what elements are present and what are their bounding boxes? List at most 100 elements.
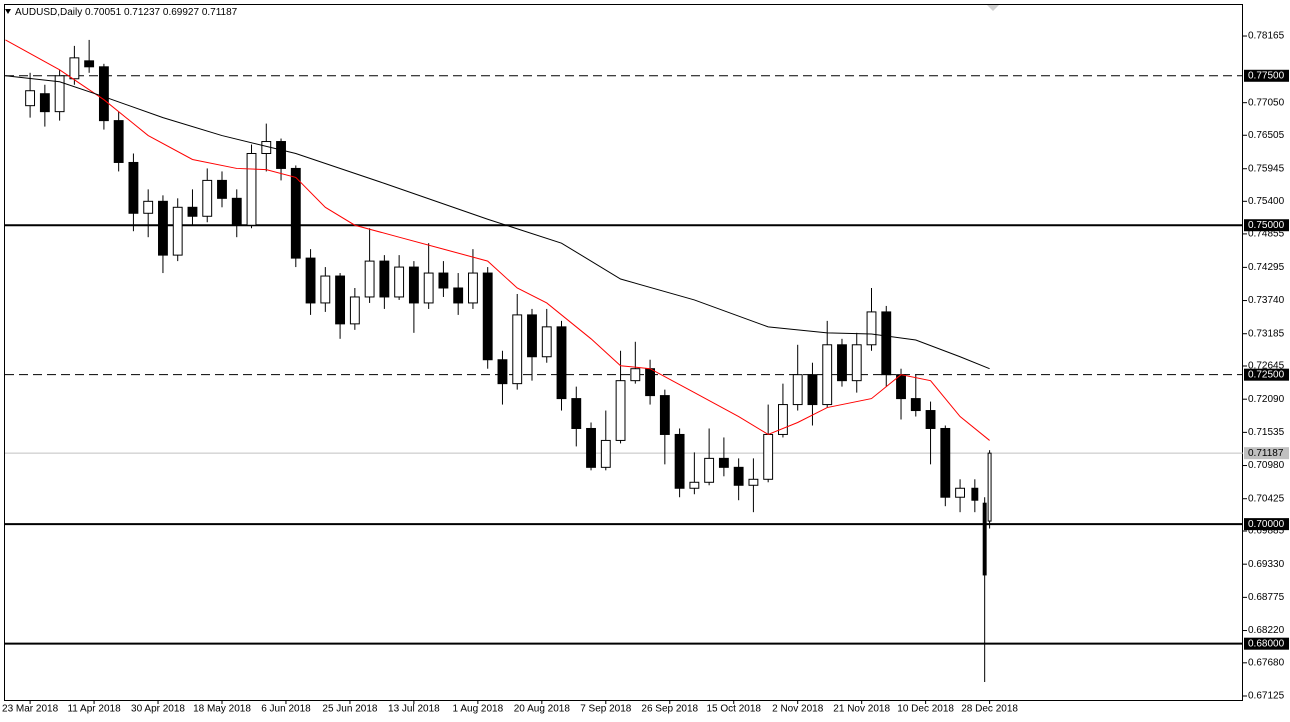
candle-body: [98, 66, 109, 122]
high-price: 0.71237: [124, 7, 161, 18]
candle-body: [866, 311, 877, 346]
candle-body: [896, 374, 906, 400]
candle-body: [792, 374, 803, 406]
candle-body: [335, 275, 346, 325]
scroll-marker: [987, 5, 999, 11]
candle-body: [158, 200, 168, 256]
candle-body: [25, 90, 36, 107]
candle-body: [881, 311, 892, 376]
x-tick-label: 28 Dec 2018: [961, 704, 1018, 715]
close-price: 0.71187: [202, 7, 238, 18]
candle-body: [320, 275, 331, 304]
y-tick-label: 0.67680: [1248, 657, 1285, 668]
x-tick-label: 30 Apr 2018: [131, 704, 185, 715]
candle-body: [659, 395, 670, 435]
moving-average: [5, 75, 990, 370]
x-tick-label: 23 Mar 2018: [2, 704, 59, 715]
y-tick-label: 0.72645: [1248, 361, 1285, 372]
level-box: [1244, 518, 1289, 531]
candle-body: [246, 152, 257, 226]
level-box: [1244, 219, 1289, 232]
candle-body: [600, 439, 611, 468]
candle-body: [689, 481, 700, 489]
y-tick-label: 0.74855: [1248, 229, 1285, 240]
candle-body: [955, 487, 965, 498]
x-tick-label: 13 Jul 2018: [388, 704, 440, 715]
x-tick-label: 10 Dec 2018: [897, 704, 954, 715]
x-tick-label: 21 Nov 2018: [833, 704, 890, 715]
candle-body: [276, 141, 286, 169]
open-price: 0.70051: [85, 7, 122, 18]
candle-body: [394, 266, 405, 298]
x-tick-label: 25 Jun 2018: [322, 704, 377, 715]
low-price: 0.69927: [163, 7, 200, 18]
y-tick-label: 0.67125: [1248, 691, 1285, 702]
candle-body: [615, 380, 626, 441]
candle-body: [468, 272, 478, 304]
level-label: 0.75000: [1248, 220, 1285, 231]
x-tick-label: 6 Jun 2018: [261, 704, 311, 715]
y-tick-label: 0.71535: [1248, 427, 1285, 438]
candle-body: [453, 287, 464, 304]
y-tick-label: 0.77050: [1248, 97, 1285, 108]
candle-body: [290, 167, 301, 259]
candle-body: [718, 457, 729, 468]
level-box: [1244, 69, 1289, 82]
y-tick-label: 0.70425: [1248, 493, 1285, 504]
candle-body: [187, 206, 198, 217]
candle-body: [379, 260, 390, 298]
candle-body: [571, 398, 582, 429]
level-label: 0.72500: [1248, 369, 1285, 380]
candle-body: [971, 487, 979, 501]
level-label: 0.68000: [1248, 638, 1285, 649]
x-tick-label: 7 Sep 2018: [580, 704, 632, 715]
y-tick-label: 0.73740: [1248, 295, 1285, 306]
candle-body: [733, 466, 744, 486]
candle-body: [822, 344, 833, 406]
candle-body: [925, 410, 936, 429]
candle-body: [217, 179, 227, 199]
candle-body: [438, 272, 449, 289]
candle-body: [423, 272, 434, 304]
candle-body: [39, 93, 50, 113]
candle-body: [482, 272, 493, 361]
candle-body: [512, 314, 523, 385]
level-label: 0.77500: [1248, 70, 1285, 81]
y-tick-label: 0.68220: [1248, 625, 1285, 636]
x-tick-label: 26 Sep 2018: [641, 704, 698, 715]
y-tick-label: 0.72090: [1248, 394, 1285, 405]
candle-body: [497, 359, 508, 385]
moving-average: [5, 39, 990, 441]
y-tick-label: 0.76505: [1248, 130, 1285, 141]
level-box: [1244, 368, 1289, 381]
candle-body: [54, 75, 65, 113]
x-tick-label: 2 Nov 2018: [772, 704, 824, 715]
candle-body: [982, 502, 987, 576]
y-tick-label: 0.74295: [1248, 262, 1285, 273]
candle-body: [113, 120, 124, 163]
candle-body: [349, 296, 360, 325]
symbol: AUDUSD,Daily: [15, 7, 82, 18]
candle-body: [231, 197, 242, 226]
plot-frame: [4, 4, 1243, 701]
candle-body: [69, 57, 80, 80]
menu-arrow[interactable]: [5, 9, 11, 14]
chart-title: AUDUSD,Daily 0.70051 0.71237 0.69927 0.7…: [15, 7, 238, 18]
candle-body: [987, 452, 992, 522]
candle-body: [364, 260, 375, 298]
candle-body: [704, 457, 715, 483]
y-tick-label: 0.75400: [1248, 196, 1285, 207]
candle-body: [763, 433, 774, 480]
x-tick-label: 11 Apr 2018: [67, 704, 121, 715]
x-tick-label: 1 Aug 2018: [453, 704, 504, 715]
y-tick-label: 0.68775: [1248, 592, 1285, 603]
candle-body: [202, 179, 213, 217]
y-tick-label: 0.78165: [1248, 31, 1285, 42]
candle-body: [910, 398, 921, 412]
candle-body: [807, 374, 818, 406]
y-tick-label: 0.69330: [1248, 559, 1285, 570]
x-tick-label: 20 Aug 2018: [514, 704, 571, 715]
level-box: [1244, 637, 1289, 650]
candle-body: [541, 326, 552, 358]
